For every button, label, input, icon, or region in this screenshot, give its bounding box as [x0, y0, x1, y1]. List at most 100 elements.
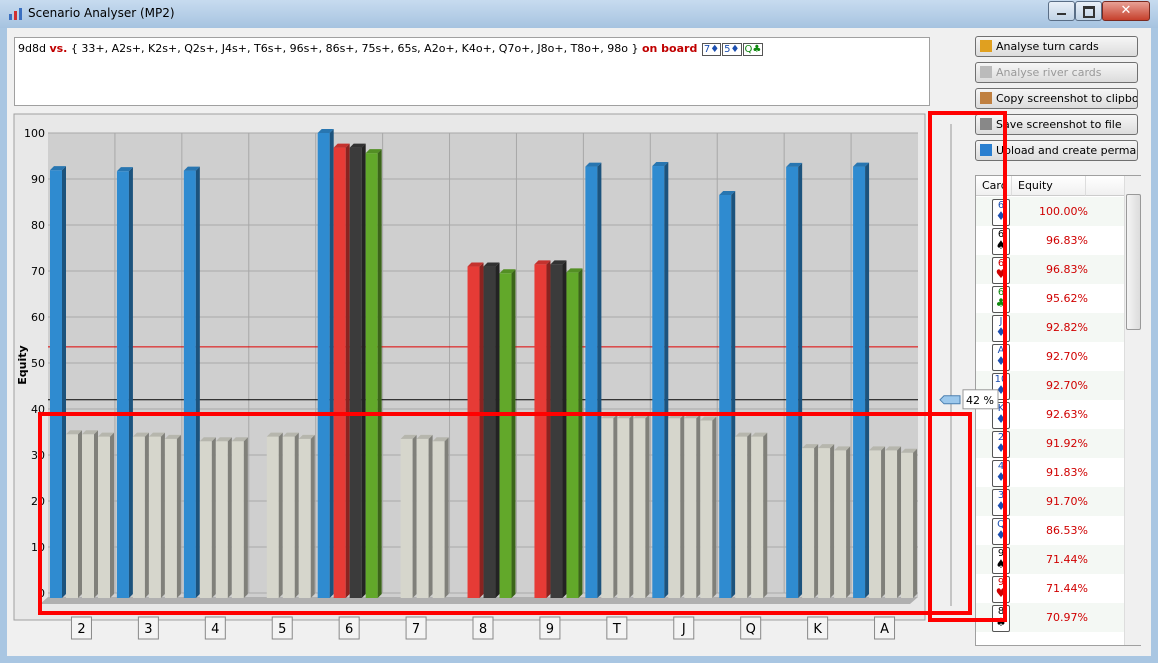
bar	[719, 194, 732, 598]
bar	[885, 450, 898, 598]
close-button[interactable]: ✕	[1102, 1, 1150, 21]
y-tick-label: 90	[31, 173, 45, 186]
equity-value: 71.44%	[1046, 582, 1088, 595]
button[interactable]: Upload and create permalink	[975, 140, 1138, 161]
table-row[interactable]: 6 ♣ 95.62%	[976, 284, 1124, 313]
bar-top	[585, 162, 602, 167]
card-suit: ♦	[995, 354, 1007, 368]
bar	[652, 166, 665, 598]
card-suit: ♦	[710, 44, 720, 55]
bar-group	[365, 149, 382, 598]
bar-side	[128, 167, 133, 598]
bar-side	[814, 444, 819, 598]
bar-group	[164, 434, 181, 598]
category-button	[338, 616, 360, 640]
card-rank: 10	[994, 374, 1008, 385]
bar-side	[479, 262, 484, 598]
button-label: Save screenshot to file	[996, 118, 1122, 131]
table-row[interactable]: 4 ♦ 91.83%	[976, 458, 1124, 487]
bar-side	[712, 416, 717, 598]
bar-top	[700, 416, 717, 421]
bar	[700, 420, 713, 598]
bar-top	[116, 167, 133, 172]
bar-top	[786, 162, 803, 167]
category-button	[271, 616, 293, 640]
card-suit: ♦	[730, 44, 740, 55]
bar-top	[869, 446, 886, 451]
bar-top	[148, 432, 165, 437]
x-tick-label: K	[813, 622, 822, 637]
bar-side	[243, 437, 248, 598]
table-row[interactable]: J ♦ 92.82%	[976, 313, 1124, 342]
bar-top	[719, 190, 736, 195]
bar-top	[266, 432, 283, 437]
bar-group	[499, 269, 516, 598]
threshold-slider[interactable]	[930, 118, 964, 612]
bar-group	[132, 432, 149, 598]
button-label: Analyse river cards	[996, 66, 1102, 79]
category-button	[807, 616, 829, 640]
button[interactable]: Copy screenshot to clipboard	[975, 88, 1138, 109]
y-tick-label: 80	[31, 219, 45, 232]
bar-group	[885, 446, 902, 598]
x-tick-label: 8	[479, 622, 487, 637]
bar-top	[652, 162, 669, 167]
bar-top	[550, 260, 567, 265]
bar-group	[601, 414, 618, 598]
bar-side	[696, 414, 701, 598]
x-tick-label: A	[880, 622, 889, 637]
bar-top	[98, 432, 114, 437]
bar-group	[585, 162, 602, 598]
bar-side	[62, 166, 66, 598]
x-tick-label: 4	[211, 622, 219, 637]
bar	[66, 434, 78, 598]
table-row[interactable]: 9 ♥ 71.44%	[976, 574, 1124, 603]
bar-top	[317, 129, 334, 133]
bar-side	[294, 432, 299, 598]
bar	[266, 436, 279, 598]
equity-value: 92.63%	[1046, 408, 1088, 421]
bar-top	[818, 444, 835, 449]
maximize-button[interactable]	[1075, 1, 1102, 21]
category-button	[539, 616, 561, 640]
column-header[interactable]: Equity	[1012, 176, 1086, 196]
equity-value: 91.70%	[1046, 495, 1088, 508]
window-title: Scenario Analyser (MP2)	[28, 6, 175, 20]
card-suit: ♦	[995, 383, 1007, 397]
table-row[interactable]: 6 ♠ 96.83%	[976, 226, 1124, 255]
bar-side	[278, 432, 283, 598]
bar-side	[361, 143, 366, 598]
table-row[interactable]: A ♦ 92.70%	[976, 342, 1124, 371]
slider-thumb[interactable]	[939, 395, 961, 405]
minimize-button[interactable]	[1048, 1, 1075, 21]
card-rank: A	[997, 345, 1005, 356]
equity-value: 71.44%	[1046, 553, 1088, 566]
bar-side	[94, 430, 98, 598]
button[interactable]: Save screenshot to file	[975, 114, 1138, 135]
bar-group	[566, 268, 583, 598]
table-row[interactable]: K ♦ 92.63%	[976, 400, 1124, 429]
bar-top	[50, 166, 66, 171]
category-button	[740, 616, 762, 640]
table-row[interactable]: 9 ♠ 71.44%	[976, 545, 1124, 574]
bar-top	[499, 269, 516, 274]
bar-top	[132, 432, 149, 437]
button-icon	[980, 92, 992, 104]
table-row[interactable]: 8 ♠ 70.97%	[976, 603, 1124, 632]
bar	[298, 438, 311, 598]
bar-top	[66, 430, 82, 435]
bar-group	[700, 416, 717, 598]
bar-group	[652, 162, 669, 598]
bar-group	[786, 162, 803, 599]
vs-label: vs.	[49, 42, 68, 55]
bar-side	[731, 190, 736, 598]
card-rank: 9	[997, 577, 1005, 588]
bar-side	[913, 448, 918, 598]
scrollbar[interactable]	[1124, 176, 1141, 645]
bar	[400, 438, 413, 598]
table-row[interactable]: 3 ♦ 91.70%	[976, 487, 1124, 516]
table-row[interactable]: Q ♦ 86.53%	[976, 516, 1124, 545]
button[interactable]: Analyse turn cards	[975, 36, 1138, 57]
villain-range: { 33+, A2s+, K2s+, Q2s+, J4s+, T6s+, 96s…	[70, 42, 639, 55]
